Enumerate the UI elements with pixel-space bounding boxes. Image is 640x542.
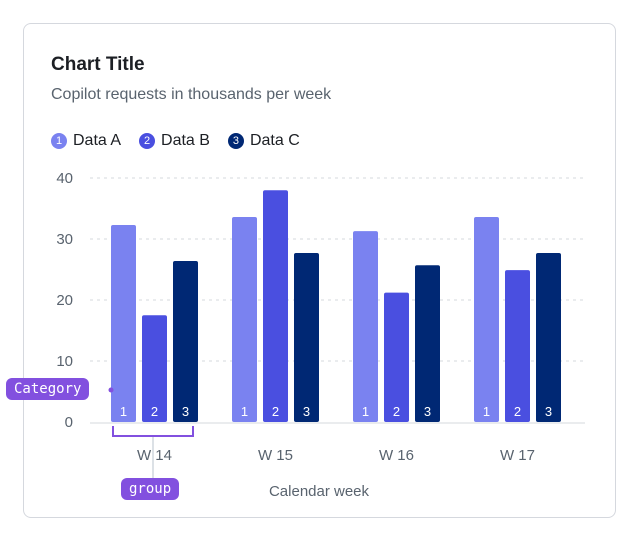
bar-data-a [232,217,257,422]
bar-series-number: 3 [424,404,431,419]
y-tick-label: 10 [56,353,73,370]
y-tick-label: 20 [56,292,73,309]
legend-item-data-b[interactable]: 2 Data B [139,132,210,150]
bar-series-number: 1 [483,404,490,419]
category-annotation-dot [108,387,114,393]
legend-label: Data C [249,132,300,149]
legend-badge-3: 3 [227,133,244,149]
bar-series-number: 3 [545,404,552,419]
y-tick-label: 0 [65,414,73,431]
chart-title: Chart Title [51,54,145,75]
bar-series-number: 1 [241,404,248,419]
bar-data-c [415,265,440,422]
bar-series-number: 2 [514,404,521,419]
bar-data-c [173,260,198,422]
legend-item-data-a[interactable]: 1 Data A [51,132,121,150]
bar-data-b [263,190,288,422]
x-tick-label: W 16 [379,447,414,464]
bar-series-number: 2 [272,404,279,419]
legend-label: Data A [73,132,122,149]
legend-item-data-c[interactable]: 3 Data C [227,132,300,150]
bar-data-b [384,292,409,422]
group-annotation-tag: group [121,478,180,500]
bar-data-c [536,253,561,422]
category-annotation-tag: Category [6,378,90,400]
chart-legend: 1 Data A 2 Data B 3 Data C [51,132,300,150]
bar-data-c [294,253,319,422]
bar-series-number: 3 [303,404,310,419]
bar-series-number: 1 [120,404,127,419]
x-tick-label: W 17 [500,447,535,464]
chart-subtitle: Copilot requests in thousands per week [51,86,332,103]
legend-label: Data B [161,132,210,149]
bar-data-a [474,217,499,422]
bar-data-b [142,315,167,422]
bar-series-number: 2 [151,404,158,419]
y-tick-label: 40 [56,170,73,187]
bar-data-a [353,231,378,422]
bar-series-number: 2 [393,404,400,419]
bar-data-b [505,270,530,422]
legend-badge-1: 1 [51,133,67,149]
x-axis-title: Calendar week [269,483,370,500]
x-tick-label: W 15 [258,447,293,464]
x-tick-label: W 14 [137,447,172,464]
group-bracket [112,426,194,437]
bar-data-a [111,224,136,422]
y-tick-label: 30 [56,231,73,248]
legend-badge-2: 2 [139,133,156,149]
bar-series-number: 3 [182,404,189,419]
bar-series-number: 1 [362,404,369,419]
